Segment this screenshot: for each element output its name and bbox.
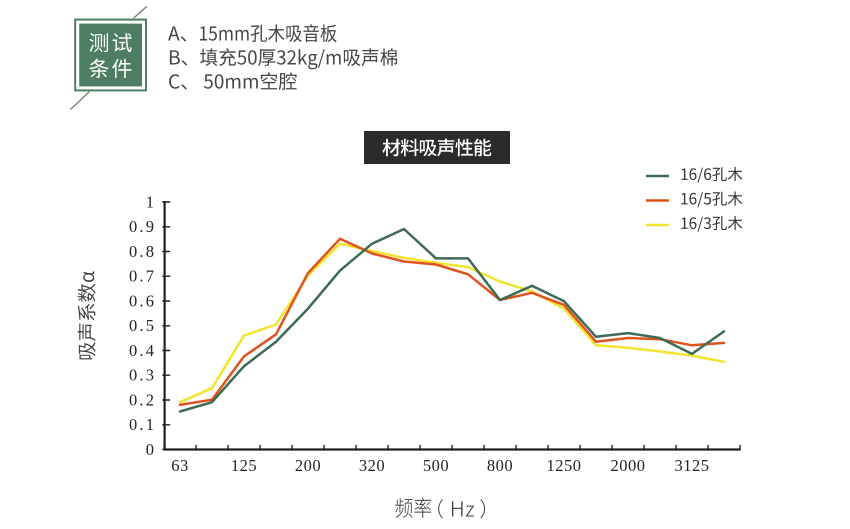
svg-text:0.8: 0.8 <box>129 242 156 261</box>
svg-text:0.3: 0.3 <box>129 366 156 385</box>
svg-text:2000: 2000 <box>611 456 646 475</box>
svg-text:0.9: 0.9 <box>129 217 156 236</box>
svg-text:0.1: 0.1 <box>129 415 156 434</box>
svg-text:800: 800 <box>487 456 513 475</box>
svg-text:0.4: 0.4 <box>129 341 156 360</box>
svg-text:3125: 3125 <box>675 456 710 475</box>
svg-text:1250: 1250 <box>547 456 582 475</box>
svg-text:200: 200 <box>295 456 321 475</box>
svg-text:0.5: 0.5 <box>129 316 156 335</box>
svg-text:63: 63 <box>171 456 189 475</box>
svg-text:125: 125 <box>231 456 257 475</box>
svg-text:320: 320 <box>359 456 385 475</box>
svg-text:1: 1 <box>146 192 156 211</box>
svg-text:0.7: 0.7 <box>129 267 156 286</box>
svg-text:500: 500 <box>423 456 449 475</box>
svg-text:0.6: 0.6 <box>129 291 156 310</box>
svg-text:0: 0 <box>146 440 156 459</box>
svg-text:0.2: 0.2 <box>129 390 156 409</box>
